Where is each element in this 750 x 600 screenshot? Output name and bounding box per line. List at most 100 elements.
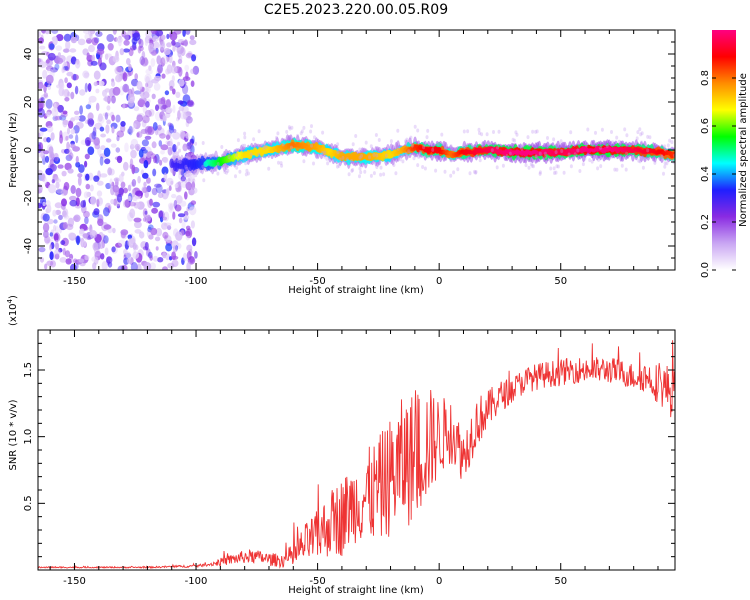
noise-blob xyxy=(129,208,136,219)
noise-blob xyxy=(154,236,161,242)
ridge-halo xyxy=(310,143,313,148)
noise-blob xyxy=(174,42,181,48)
noise-blob xyxy=(88,172,94,181)
noise-blob xyxy=(98,80,105,87)
noise-blob xyxy=(165,188,170,196)
noise-blob xyxy=(142,172,149,179)
noise-blob xyxy=(59,114,67,121)
ridge-halo xyxy=(288,126,292,131)
colorbar-tick-label: 0.2 xyxy=(700,214,711,230)
noise-blob xyxy=(177,58,183,64)
noise-blob xyxy=(172,245,178,253)
noise-blob xyxy=(145,68,153,75)
noise-blob xyxy=(67,148,72,156)
noise-blob xyxy=(133,201,140,209)
ridge-halo xyxy=(639,132,643,137)
ridge-halo xyxy=(625,133,629,138)
y-tick-label: 0.5 xyxy=(23,495,34,511)
ridge-halo xyxy=(201,141,205,145)
ridge-halo xyxy=(610,130,613,134)
ridge-halo xyxy=(534,129,538,134)
noise-blob xyxy=(77,176,82,186)
noise-blob xyxy=(141,50,146,60)
noise-blob xyxy=(162,55,169,65)
noise-blob xyxy=(71,74,79,81)
noise-blob xyxy=(145,101,150,108)
ridge-halo xyxy=(660,154,664,159)
noise-blob xyxy=(182,84,189,95)
ridge-halo xyxy=(202,178,206,183)
ridge-halo xyxy=(320,151,324,155)
ridge-halo xyxy=(372,152,376,157)
noise-blob xyxy=(70,185,76,194)
ridge-halo xyxy=(521,157,525,162)
noise-blob xyxy=(53,233,59,242)
noise-blob xyxy=(128,48,134,57)
ridge-halo xyxy=(193,171,197,176)
ridge-halo xyxy=(478,131,481,136)
ridge-halo xyxy=(369,173,373,178)
noise-blob xyxy=(78,164,85,173)
ridge-halo xyxy=(345,157,349,162)
noise-blob xyxy=(93,250,101,257)
ridge-halo xyxy=(646,134,650,139)
noise-blob xyxy=(140,94,145,100)
ridge-halo xyxy=(663,164,667,169)
noise-blob xyxy=(146,229,151,238)
noise-blob xyxy=(155,183,163,194)
noise-blob xyxy=(45,74,54,85)
noise-blob xyxy=(146,185,152,193)
noise-blob xyxy=(160,216,164,223)
ridge-halo xyxy=(379,172,383,177)
ridge-halo xyxy=(404,139,407,144)
noise-blob xyxy=(95,31,103,37)
noise-blob xyxy=(95,102,100,112)
noise-blob xyxy=(185,181,192,191)
noise-blob xyxy=(175,91,181,99)
ridge-halo xyxy=(569,130,573,135)
noise-blob xyxy=(91,256,99,263)
noise-blob xyxy=(38,108,45,118)
noise-blob xyxy=(112,30,117,35)
ridge-halo xyxy=(594,154,598,159)
ridge-halo xyxy=(456,167,460,172)
noise-blob xyxy=(144,135,152,140)
noise-blob xyxy=(88,95,97,103)
ridge-halo xyxy=(452,170,456,175)
y-tick-label: 20 xyxy=(23,96,34,109)
noise-blob xyxy=(190,68,196,75)
noise-blob xyxy=(166,177,174,187)
spectrogram-y-ticks: -40 -20 0 20 40 xyxy=(23,29,675,271)
x-tick-label: -100 xyxy=(185,276,208,287)
noise-blob xyxy=(38,246,46,253)
noise-blob xyxy=(90,196,97,206)
noise-blob xyxy=(139,97,147,103)
ridge-halo xyxy=(629,142,633,147)
ridge-halo xyxy=(276,131,280,136)
noise-blob xyxy=(57,104,64,113)
noise-blob xyxy=(150,30,158,35)
ridge-halo xyxy=(404,151,408,156)
ridge-halo xyxy=(409,135,413,140)
noise-blob xyxy=(149,255,153,261)
noise-blob xyxy=(123,48,130,53)
noise-blob xyxy=(46,125,54,133)
noise-blob xyxy=(149,198,153,206)
noise-blob xyxy=(127,93,135,104)
noise-blob xyxy=(54,253,60,260)
ridge-halo xyxy=(280,163,284,168)
ridge-halo xyxy=(397,154,401,159)
noise-blob xyxy=(85,173,90,181)
ridge-halo xyxy=(449,173,453,178)
ridge-halo xyxy=(501,163,505,168)
noise-blob xyxy=(150,227,158,236)
noise-blob xyxy=(46,260,54,267)
noise-blob xyxy=(115,147,121,153)
ridge-halo xyxy=(243,131,247,136)
noise-blob xyxy=(50,260,56,268)
noise-blob xyxy=(146,177,151,184)
noise-blob xyxy=(172,128,177,133)
noise-blob xyxy=(181,257,185,266)
ridge-halo xyxy=(668,138,672,143)
